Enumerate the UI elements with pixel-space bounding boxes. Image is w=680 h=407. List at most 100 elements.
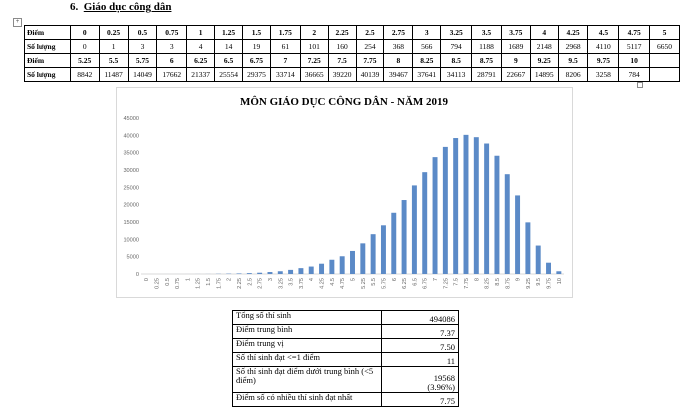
x-tick-label: 8 (474, 278, 480, 281)
count-cell: 34113 (441, 68, 472, 82)
score-cell: 1.75 (270, 26, 300, 40)
histogram-bar (278, 271, 283, 274)
count-cell: 2148 (530, 40, 558, 54)
count-cell: 37641 (413, 68, 441, 82)
score-cell: 0 (70, 26, 99, 40)
histogram-bar (350, 251, 355, 274)
count-cell: 8842 (70, 68, 99, 82)
stat-label: Số thí sinh đạt điểm dưới trung bình (<5… (233, 367, 382, 393)
x-tick-label: 6 (392, 278, 398, 281)
stat-value: 11 (382, 353, 459, 367)
count-cell: 1 (99, 40, 128, 54)
histogram-chart: MÔN GIÁO DỤC CÔNG DÂN - NĂM 2019 0500010… (117, 88, 572, 297)
count-cell: 39220 (328, 68, 356, 82)
x-tick-label: 8.25 (485, 278, 491, 289)
count-cell: 3258 (588, 68, 619, 82)
stat-value-main: 7.75 (385, 397, 455, 406)
y-tick-label: 10000 (123, 237, 139, 243)
histogram-bar (247, 273, 252, 274)
x-tick-label: 1.25 (196, 278, 202, 289)
x-tick-label: 1 (185, 278, 191, 281)
score-cell: 3 (413, 26, 441, 40)
count-cell: 4110 (588, 40, 619, 54)
x-tick-label: 0.5 (165, 278, 171, 286)
resize-handle-icon[interactable] (637, 82, 643, 88)
score-cell: 1.5 (243, 26, 271, 40)
score-cell: 5.5 (99, 54, 128, 68)
x-tick-label: 5 (351, 278, 357, 281)
score-cell: 6.25 (187, 54, 215, 68)
x-tick-label: 9.25 (526, 278, 532, 289)
stat-value: 7.50 (382, 339, 459, 353)
count-cell: 0 (70, 40, 99, 54)
score-cell: 3.5 (472, 26, 502, 40)
score-cell: 7.5 (328, 54, 356, 68)
histogram-bar (484, 144, 489, 274)
y-tick-label: 25000 (123, 185, 139, 191)
stat-value-main: 7.37 (385, 329, 455, 338)
x-tick-label: 6.25 (402, 278, 408, 289)
x-tick-label: 2.5 (247, 278, 253, 286)
histogram-bar (464, 135, 469, 274)
histogram-bar (391, 213, 396, 274)
count-cell: 101 (300, 40, 328, 54)
empty-cell (650, 68, 680, 82)
histogram-bar (298, 268, 303, 274)
y-tick-label: 45000 (123, 116, 139, 122)
section-heading: 6. Giáo dục công dân (70, 1, 171, 13)
histogram-bar (257, 273, 262, 274)
x-tick-label: 7 (433, 278, 439, 281)
section-title: Giáo dục công dân (84, 1, 172, 13)
stat-value: 19568(3.96%) (382, 367, 459, 393)
count-cell: 5117 (619, 40, 650, 54)
count-cell: 160 (328, 40, 356, 54)
count-cell: 21337 (187, 68, 215, 82)
x-tick-label: 2.25 (237, 278, 243, 289)
x-tick-label: 9.5 (536, 278, 542, 286)
count-cell: 40139 (356, 68, 384, 82)
count-cell: 29375 (243, 68, 271, 82)
count-cell: 254 (356, 40, 384, 54)
x-tick-label: 8.75 (505, 278, 511, 289)
count-cell: 61 (270, 40, 300, 54)
histogram-bar (474, 137, 479, 274)
score-cell: 0.5 (128, 26, 157, 40)
x-tick-label: 4 (309, 278, 315, 281)
score-cell: 8 (384, 54, 413, 68)
histogram-bar (309, 267, 314, 274)
y-tick-label: 35000 (123, 151, 139, 157)
histogram-bar (412, 185, 417, 274)
count-cell: 33714 (270, 68, 300, 82)
score-cell: 7.25 (300, 54, 328, 68)
empty-cell (650, 54, 680, 68)
row-header: Điểm (25, 26, 71, 40)
score-cell: 4.5 (588, 26, 619, 40)
x-tick-label: 1.5 (206, 278, 212, 286)
stat-value: 494086 (382, 311, 459, 325)
score-cell: 9.5 (558, 54, 588, 68)
count-cell: 39467 (384, 68, 413, 82)
count-cell: 11487 (99, 68, 128, 82)
score-cell: 8.75 (472, 54, 502, 68)
x-tick-label: 5.5 (371, 278, 377, 286)
x-tick-label: 3.5 (289, 278, 295, 286)
score-cell: 2 (300, 26, 328, 40)
count-cell: 14 (215, 40, 243, 54)
x-tick-label: 1.75 (216, 278, 222, 289)
count-cell: 4 (187, 40, 215, 54)
histogram-bar (267, 272, 272, 274)
score-cell: 2.75 (384, 26, 413, 40)
table-move-handle-icon[interactable]: + (13, 18, 22, 27)
histogram-bar (515, 195, 520, 274)
stat-label: Tổng số thí sinh (233, 311, 382, 325)
chart-title: MÔN GIÁO DỤC CÔNG DÂN - NĂM 2019 (240, 95, 449, 108)
